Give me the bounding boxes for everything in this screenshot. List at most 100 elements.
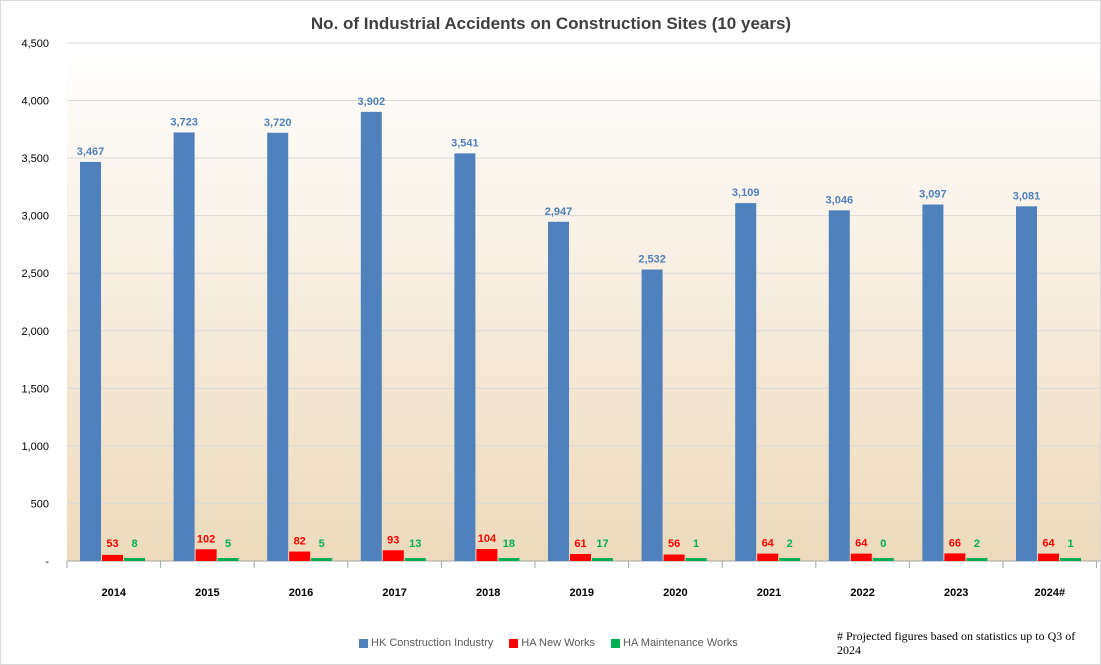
y-tick-label: 4,000 xyxy=(21,96,49,108)
bar-ha-new-works xyxy=(757,553,779,561)
bar-ha-maintenance xyxy=(872,558,894,561)
bar-ha-maintenance xyxy=(124,558,145,561)
bar-hk-construction xyxy=(267,132,289,561)
bar-ha-new-works xyxy=(1038,553,1059,561)
bar-ha-new-works xyxy=(382,550,404,561)
bar-ha-maintenance xyxy=(1060,558,1081,561)
data-label-hk-construction: 2,947 xyxy=(545,206,573,218)
chart-title: No. of Industrial Accidents on Construct… xyxy=(311,14,791,33)
x-tick-label: 2017 xyxy=(382,587,406,599)
x-tick-label: 2021 xyxy=(757,587,781,599)
data-label-ha-new-works: 64 xyxy=(855,538,868,550)
data-label-ha-maintenance: 18 xyxy=(503,538,515,550)
bar-hk-construction xyxy=(735,203,757,561)
legend-label-ha-new-works: HA New Works xyxy=(521,637,596,649)
bar-ha-maintenance xyxy=(498,558,520,561)
x-tick-label: 2019 xyxy=(570,587,594,599)
legend: HK Construction Industry HA New Works HA… xyxy=(359,637,738,649)
data-label-hk-construction: 3,046 xyxy=(826,194,854,206)
legend-swatch-ha-maintenance xyxy=(611,638,621,648)
x-tick-label: 2020 xyxy=(663,587,687,599)
data-label-ha-new-works: 82 xyxy=(294,536,306,548)
bar-hk-construction xyxy=(360,111,382,562)
bar-ha-new-works xyxy=(850,553,872,561)
bar-hk-construction xyxy=(173,132,195,561)
x-tick-label: 2023 xyxy=(944,587,968,599)
data-label-ha-new-works: 66 xyxy=(949,537,961,549)
data-label-ha-new-works: 64 xyxy=(762,538,775,550)
legend-item-hk-construction: HK Construction Industry xyxy=(359,637,493,649)
data-label-hk-construction: 3,467 xyxy=(77,146,105,158)
data-label-hk-construction: 3,723 xyxy=(170,116,198,128)
bar-ha-new-works xyxy=(663,554,685,561)
plot-background xyxy=(67,43,1100,561)
data-label-hk-construction: 2,532 xyxy=(638,254,666,266)
data-label-ha-maintenance: 2 xyxy=(787,538,793,550)
footnote: # Projected figures based on statistics … xyxy=(837,629,1076,657)
data-label-hk-construction: 3,902 xyxy=(358,96,386,108)
x-tick-label: 2016 xyxy=(289,587,313,599)
bar-ha-new-works xyxy=(944,553,966,561)
data-label-ha-new-works: 64 xyxy=(1042,538,1055,550)
y-tick-label: 500 xyxy=(31,498,49,510)
x-tick-label: 2018 xyxy=(476,587,500,599)
y-tick-label: 1,500 xyxy=(21,383,49,395)
data-label-ha-maintenance: 1 xyxy=(1067,538,1073,550)
bar-ha-maintenance xyxy=(217,558,239,561)
y-tick-label: 2,000 xyxy=(21,326,49,338)
data-label-ha-new-works: 53 xyxy=(106,538,118,550)
data-label-ha-maintenance: 0 xyxy=(880,538,886,550)
bar-hk-construction xyxy=(548,221,569,561)
data-label-ha-maintenance: 5 xyxy=(319,538,325,550)
bar-ha-maintenance xyxy=(404,558,426,561)
bar-ha-maintenance xyxy=(779,558,801,561)
bar-ha-maintenance xyxy=(592,558,613,561)
x-tick-label: 2022 xyxy=(850,587,874,599)
data-label-ha-maintenance: 17 xyxy=(596,538,608,550)
bar-hk-construction xyxy=(80,161,101,561)
data-label-ha-maintenance: 8 xyxy=(131,538,137,550)
data-label-ha-new-works: 102 xyxy=(197,533,215,545)
x-tick-label: 2024# xyxy=(1035,587,1066,599)
bar-ha-new-works xyxy=(289,551,311,561)
data-label-ha-new-works: 104 xyxy=(478,533,497,545)
legend-item-ha-maintenance: HA Maintenance Works xyxy=(611,637,738,649)
data-label-ha-maintenance: 5 xyxy=(225,538,231,550)
legend-label-hk-construction: HK Construction Industry xyxy=(371,637,494,649)
bar-hk-construction xyxy=(828,210,850,561)
data-label-ha-maintenance: 2 xyxy=(974,538,980,550)
bar-hk-construction xyxy=(1016,206,1037,562)
data-label-ha-maintenance: 13 xyxy=(409,538,421,550)
legend-item-ha-new-works: HA New Works xyxy=(509,637,595,649)
y-tick-label: 3,000 xyxy=(21,211,49,223)
data-label-hk-construction: 3,541 xyxy=(451,137,479,149)
bar-ha-maintenance xyxy=(966,558,988,561)
bar-hk-construction xyxy=(641,269,663,561)
data-label-hk-construction: 3,720 xyxy=(264,117,292,129)
bar-hk-construction xyxy=(454,153,476,562)
bar-hk-construction xyxy=(922,204,944,561)
data-label-ha-maintenance: 1 xyxy=(693,538,699,550)
data-label-ha-new-works: 93 xyxy=(387,534,399,546)
data-label-hk-construction: 3,081 xyxy=(1013,190,1041,202)
data-label-ha-new-works: 61 xyxy=(574,538,586,550)
x-tick-label: 2015 xyxy=(195,587,219,599)
data-label-hk-construction: 3,097 xyxy=(919,189,947,201)
y-tick-label: 4,500 xyxy=(21,38,49,50)
y-tick-label: 1,000 xyxy=(21,441,49,453)
x-tick-label: 2014 xyxy=(102,587,127,599)
y-tick-label: - xyxy=(45,556,49,568)
bar-ha-new-works xyxy=(570,553,591,561)
y-tick-label: 2,500 xyxy=(21,268,49,280)
y-tick-label: 3,500 xyxy=(21,153,49,165)
legend-label-ha-maintenance: HA Maintenance Works xyxy=(623,637,738,649)
bar-ha-maintenance xyxy=(311,558,333,561)
bar-ha-maintenance xyxy=(685,558,707,561)
bar-ha-new-works xyxy=(102,554,123,561)
bar-ha-new-works xyxy=(195,549,217,561)
bar-ha-new-works xyxy=(476,549,498,561)
data-label-hk-construction: 3,109 xyxy=(732,187,760,199)
legend-swatch-hk-construction xyxy=(359,638,368,648)
